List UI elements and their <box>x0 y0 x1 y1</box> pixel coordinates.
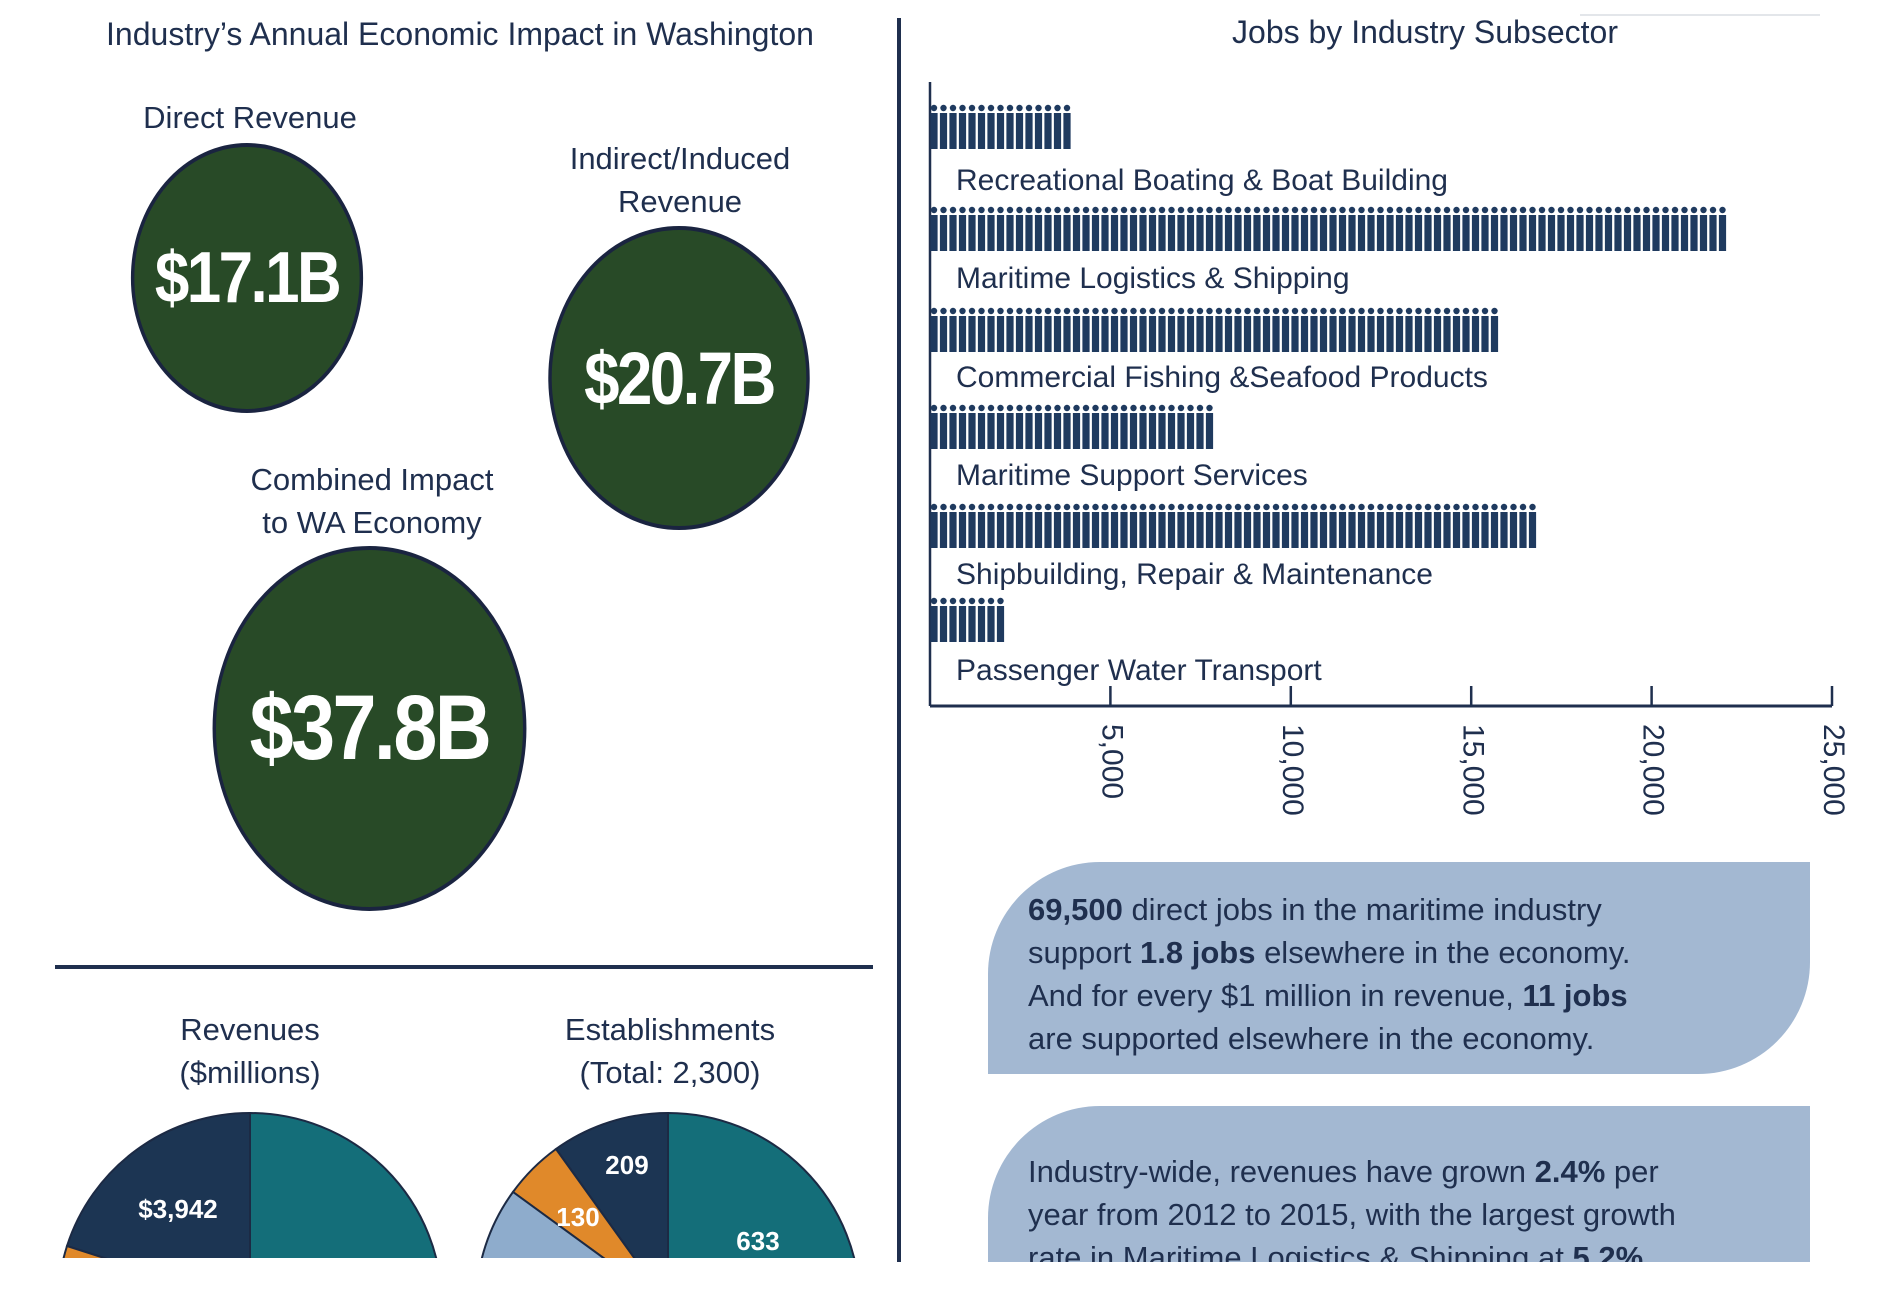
x-tick-label-2: 10,000 <box>1276 724 1309 816</box>
revenues-slice-navy <box>65 1111 251 1258</box>
chart-title: Jobs by Industry Subsector <box>1232 14 1618 50</box>
x-tick-label-4: 20,000 <box>1637 724 1670 816</box>
establishments-title-line1: Establishments <box>564 1012 776 1047</box>
establishments-title-line2: (Total: 2,300) <box>579 1055 761 1090</box>
indirect-revenue-label: Indirect/Induced Revenue <box>530 137 830 223</box>
revenues-label-3942: $3,942 <box>138 1194 218 1224</box>
growth-callout: Industry-wide, revenues have grown 2.4% … <box>988 1106 1810 1266</box>
x-tick-label-1: 5,000 <box>1095 724 1128 799</box>
establishments-label-209: 209 <box>605 1150 648 1180</box>
indirect-revenue-bubble: $20.7B <box>548 226 810 530</box>
bar-label-5: Shipbuilding, Repair & Maintenance <box>956 558 1433 591</box>
left-panel-title: Industry’s Annual Economic Impact in Was… <box>106 16 814 52</box>
bar-label-6: Passenger Water Transport <box>956 654 1322 687</box>
direct-revenue-value: $17.1B <box>154 238 342 318</box>
callout1-line4: are supported elsewhere in the economy. <box>1028 1021 1595 1056</box>
revenues-slice-teal <box>249 1111 438 1258</box>
x-tick-label-3: 15,000 <box>1456 724 1489 816</box>
direct-revenue-bubble: $17.1B <box>130 143 364 413</box>
callout1-line2: support 1.8 jobs elsewhere in the econom… <box>1028 935 1631 970</box>
combined-label-line1: Combined Impact <box>250 462 494 497</box>
revenues-title-line2: ($millions) <box>179 1055 321 1090</box>
center-divider <box>897 18 901 1263</box>
bar-label-4: Maritime Support Services <box>956 459 1308 492</box>
establishments-pie-title: Establishments (Total: 2,300) <box>510 1008 830 1094</box>
callout1-line1: 69,500 direct jobs in the maritime indus… <box>1028 892 1602 927</box>
indirect-revenue-value: $20.7B <box>584 336 776 420</box>
revenues-title-line1: Revenues <box>180 1012 320 1047</box>
bar-label-2: Maritime Logistics & Shipping <box>956 262 1350 295</box>
bar-label-1: Recreational Boating & Boat Building <box>956 164 1448 197</box>
revenues-pie-title: Revenues ($millions) <box>110 1008 390 1094</box>
top-right-rule <box>1580 14 1820 16</box>
combined-impact-bubble: $37.8B <box>212 546 527 911</box>
establishments-slice-lightblue <box>480 1190 606 1258</box>
direct-revenue-label: Direct Revenue <box>143 100 357 135</box>
callout2-line1: Industry-wide, revenues have grown 2.4% … <box>1028 1154 1659 1189</box>
jobs-callout: 69,500 direct jobs in the maritime indus… <box>988 862 1810 1074</box>
pie-charts: $3,942 209 130 633 <box>62 1111 856 1258</box>
jobs-chart: Recreational Boating & Boat Building Mari… <box>928 82 1850 816</box>
bar-1 <box>930 104 1071 149</box>
revenues-slice-orange <box>62 1244 108 1258</box>
establishments-label-633: 633 <box>736 1226 779 1256</box>
bottom-crop-band <box>0 1262 1887 1302</box>
combined-impact-value: $37.8B <box>249 677 492 779</box>
bar-5 <box>930 503 1537 548</box>
bar-4 <box>930 404 1214 449</box>
combined-impact-label: Combined Impact to WA Economy <box>222 458 522 544</box>
x-tick-label-5: 25,000 <box>1817 724 1850 816</box>
bar-label-3: Commercial Fishing &Seafood Products <box>956 361 1488 394</box>
establishments-slice-teal <box>667 1111 856 1258</box>
bar-3 <box>930 307 1499 352</box>
callout2-line2: year from 2012 to 2015, with the largest… <box>1028 1197 1676 1232</box>
indirect-label-line2: Revenue <box>617 184 743 219</box>
establishments-label-130: 130 <box>556 1202 599 1232</box>
left-divider <box>55 965 873 969</box>
combined-label-line2: to WA Economy <box>262 505 482 540</box>
bar-6 <box>930 597 1005 642</box>
establishments-slice-navy <box>554 1111 669 1258</box>
callout1-line3: And for every $1 million in revenue, 11 … <box>1028 978 1628 1013</box>
bar-2 <box>930 206 1727 251</box>
indirect-label-line1: Indirect/Induced <box>569 141 791 176</box>
